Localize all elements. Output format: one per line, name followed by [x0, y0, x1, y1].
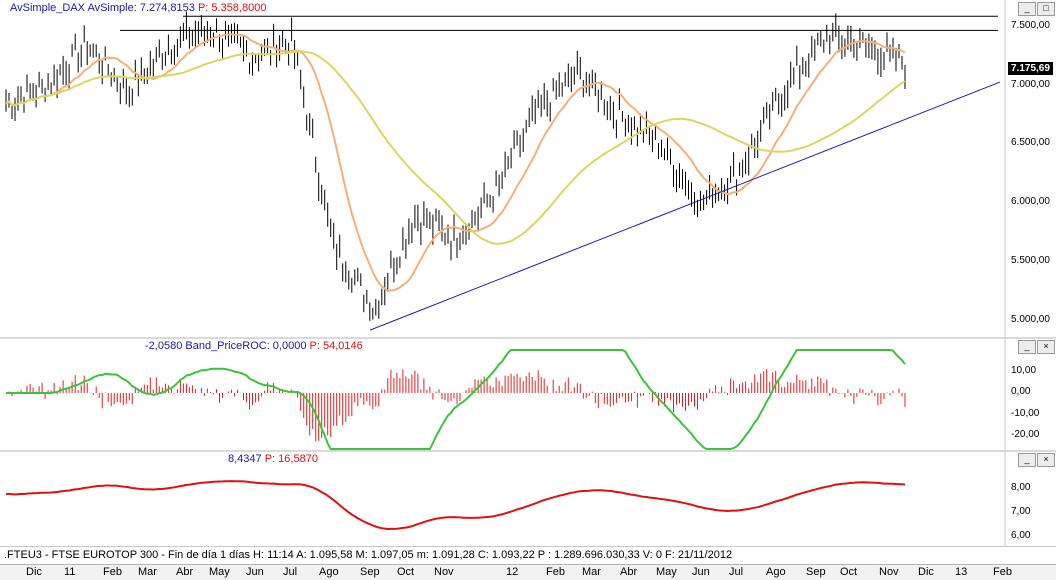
x-axis-label: Abr: [176, 566, 194, 578]
x-axis-label: Oct: [840, 566, 858, 578]
last-price-tag: 7.175,69: [1008, 62, 1053, 75]
x-axis-label: Mar: [138, 566, 157, 578]
minimize-button[interactable]: _: [1018, 453, 1036, 467]
x-axis-label: 13: [955, 566, 968, 578]
x-axis-label: Jul: [283, 566, 298, 578]
minimize-button[interactable]: _: [1018, 340, 1036, 354]
x-axis-label: May: [656, 566, 677, 578]
x-axis-label: Ago: [766, 566, 786, 578]
price-legend-value: 7.274,8153: [139, 2, 195, 14]
price-legend: AvSimple_DAX AvSimple: 7.274,8153 P: 5.3…: [10, 2, 266, 14]
x-axis-label: 11: [64, 566, 76, 578]
roc-y-tick-label: 0,00: [1011, 386, 1031, 398]
ma-fast-line: [5, 33, 906, 292]
x-axis-label: Nov: [434, 566, 454, 578]
x-axis-label: Oct: [397, 566, 415, 578]
price-y-tick-label: 6.000,00: [1011, 196, 1050, 208]
close-button[interactable]: ×: [1037, 453, 1055, 467]
close-button[interactable]: ×: [1037, 340, 1055, 354]
roc-y-tick-label: -10,00: [1011, 407, 1040, 419]
roc-legend: -2,0580 Band_PriceROC: 0,0000 P: 54,0146: [145, 340, 363, 352]
x-axis-label: 12: [506, 566, 519, 578]
lower-y-tick-label: 8,00: [1011, 481, 1031, 493]
x-axis-label: Mar: [582, 566, 601, 578]
minimize-button[interactable]: _: [1018, 2, 1036, 16]
lower-legend: 8,4347 P: 16,5870: [228, 453, 318, 465]
price-y-tick-label: 7.500,00: [1011, 19, 1050, 31]
x-axis-label: Ago: [319, 566, 339, 578]
x-axis-label: Feb: [103, 566, 122, 578]
price-legend-p: P: 5.358,8000: [197, 2, 267, 14]
x-axis-label: Jun: [692, 566, 710, 578]
x-axis-label: Jul: [729, 566, 744, 578]
roc-legend-p: P: 54,0146: [309, 340, 363, 352]
roc-legend-value: -2,0580: [145, 340, 183, 352]
price-y-tick-label: 5.500,00: [1011, 254, 1050, 266]
x-axis-label: Nov: [879, 566, 899, 578]
status-text: .FTEU3 - FTSE EUROTOP 300 - Fin de día 1…: [4, 549, 733, 561]
x-axis-label: Abr: [620, 566, 638, 578]
roc-y-tick-label: -20,00: [1011, 429, 1040, 441]
lower-indicator-line: [5, 480, 906, 531]
lower-legend-value: 8,4347: [228, 453, 262, 465]
lower-y-tick-label: 7,00: [1011, 505, 1031, 517]
price-window-buttons: _ □: [1018, 2, 1055, 16]
status-bar: .FTEU3 - FTSE EUROTOP 300 - Fin de día 1…: [0, 546, 1056, 564]
lower-window-buttons: _ ×: [1018, 453, 1055, 467]
roc-window-buttons: _ ×: [1018, 340, 1055, 354]
lower-legend-p: P: 16,5870: [264, 453, 318, 465]
x-axis-label: May: [209, 566, 230, 578]
roc-signal-line: [6, 349, 906, 450]
x-axis-label: Sep: [806, 566, 826, 578]
restore-button[interactable]: □: [1037, 2, 1055, 16]
ma-slow-line: [5, 50, 906, 245]
price-y-tick-label: 6.500,00: [1011, 137, 1050, 149]
price-y-tick-label: 7.000,00: [1011, 78, 1050, 90]
x-axis-label: Dic: [918, 566, 934, 578]
x-axis-label: Jun: [246, 566, 264, 578]
lower-y-tick-label: 6,00: [1011, 529, 1031, 541]
roc-legend-name: Band_PriceROC: 0,0000: [185, 340, 307, 352]
price-y-tick-label: 5.000,00: [1011, 313, 1050, 325]
x-axis-label: Sep: [360, 566, 380, 578]
x-axis-label: Dic: [26, 566, 42, 578]
trendline: [369, 81, 1001, 331]
x-axis: Dic 11 Feb Mar Abr May Jun Jul Ago Sep Oct Nov 12 Feb…: [0, 564, 1056, 580]
price-legend-name: AvSimple_DAX AvSimple:: [10, 2, 137, 14]
x-axis-label: Feb: [546, 566, 565, 578]
x-axis-label: Feb: [993, 566, 1012, 578]
roc-y-tick-label: 10,00: [1011, 364, 1037, 376]
